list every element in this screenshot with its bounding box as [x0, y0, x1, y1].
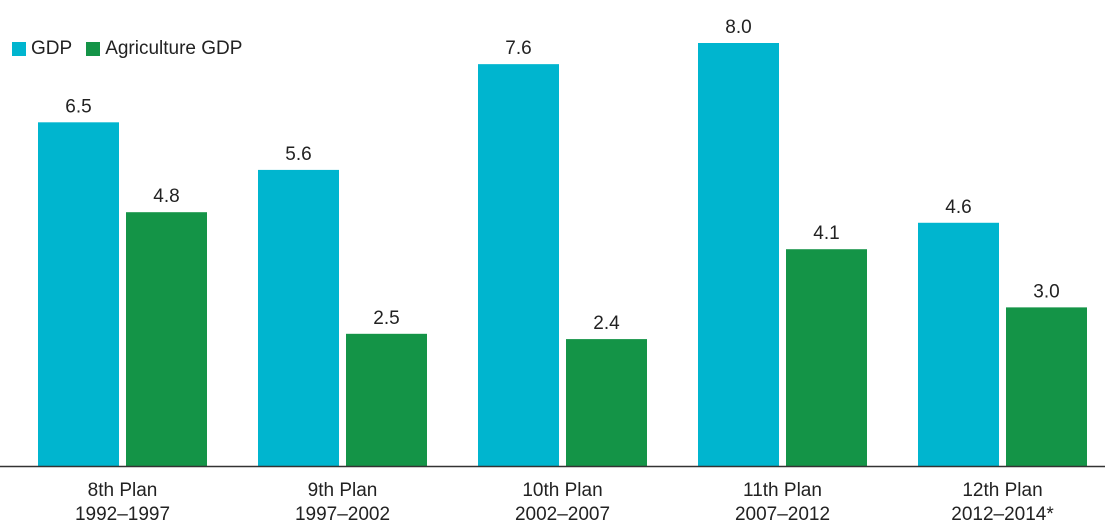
x-tick-label-0-1: 1992–1997 — [75, 504, 170, 525]
value-label-gdp-2: 7.6 — [505, 38, 531, 59]
value-label-agriculture-gdp-0: 4.8 — [153, 186, 179, 207]
bar-gdp-2 — [478, 64, 559, 467]
legend: GDP Agriculture GDP — [12, 38, 256, 60]
legend-swatch-agriculture-gdp — [86, 42, 101, 56]
value-label-gdp-0: 6.5 — [65, 96, 91, 117]
bar-gdp-3 — [698, 43, 779, 466]
x-tick-label-4-0: 12th Plan — [962, 480, 1042, 501]
x-tick-label-3-1: 2007–2012 — [735, 504, 830, 525]
bar-agriculture-gdp-1 — [346, 333, 427, 466]
value-label-agriculture-gdp-4: 3.0 — [1033, 281, 1059, 302]
bar-gdp-4 — [918, 222, 999, 466]
legend-item-agriculture-gdp: Agriculture GDP — [86, 38, 242, 60]
x-tick-label-2-0: 10th Plan — [522, 480, 602, 501]
value-label-agriculture-gdp-3: 4.1 — [813, 223, 839, 244]
x-tick-label-2-1: 2002–2007 — [515, 504, 610, 525]
value-label-gdp-1: 5.6 — [285, 144, 311, 165]
x-tick-label-0-0: 8th Plan — [88, 480, 158, 501]
value-label-gdp-3: 8.0 — [725, 17, 751, 38]
x-tick-label-4-1: 2012–2014* — [951, 504, 1054, 525]
bar-agriculture-gdp-3 — [786, 249, 867, 466]
x-tick-label-1-0: 9th Plan — [308, 480, 378, 501]
legend-label-gdp: GDP — [31, 38, 73, 59]
value-label-gdp-4: 4.6 — [945, 197, 971, 218]
bar-gdp-0 — [38, 122, 119, 466]
bar-agriculture-gdp-0 — [126, 212, 207, 466]
x-tick-label-1-1: 1997–2002 — [295, 504, 390, 525]
bar-gdp-1 — [258, 169, 339, 466]
x-tick-label-3-0: 11th Plan — [743, 480, 822, 501]
legend-item-gdp: GDP — [12, 38, 72, 60]
legend-swatch-gdp — [12, 42, 26, 56]
value-label-agriculture-gdp-1: 2.5 — [373, 308, 399, 329]
bar-agriculture-gdp-4 — [1006, 307, 1087, 466]
bar-agriculture-gdp-2 — [566, 339, 647, 466]
legend-label-agriculture-gdp: Agriculture GDP — [105, 38, 243, 59]
value-label-agriculture-gdp-2: 2.4 — [593, 313, 620, 334]
